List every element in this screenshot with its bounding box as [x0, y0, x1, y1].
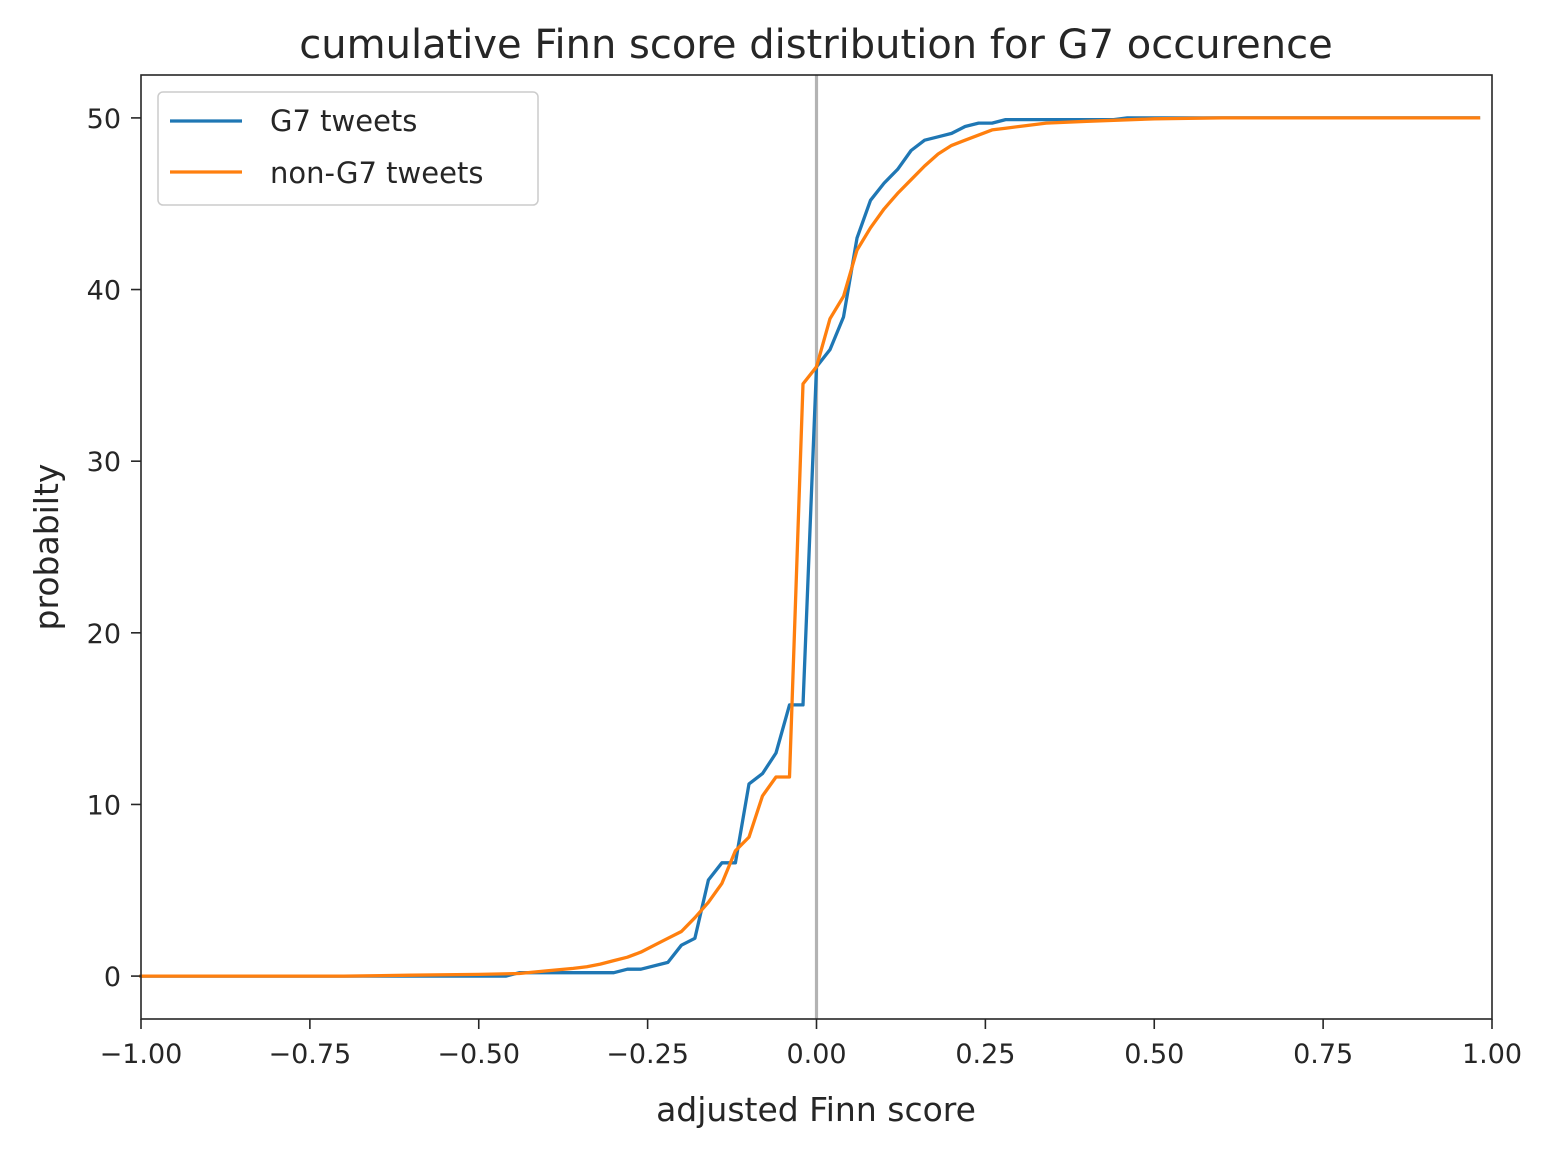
x-tick-label: 1.00 [1462, 1039, 1522, 1070]
legend-label-non-g7: non-G7 tweets [270, 156, 483, 190]
legend: G7 tweets non-G7 tweets [157, 91, 539, 206]
chart-title: cumulative Finn score distribution for G… [299, 22, 1332, 68]
y-axis-label: probabilty [27, 464, 66, 631]
legend-label-g7: G7 tweets [270, 104, 417, 138]
y-tick-label: 0 [104, 962, 121, 993]
legend-box [157, 91, 539, 206]
x-axis: −1.00 −0.75 −0.50 −0.25 0.00 0.25 0.50 0.75 1.00 [100, 1019, 1522, 1070]
y-tick-label: 40 [87, 276, 121, 307]
y-axis: 0 10 20 30 40 50 [87, 104, 141, 993]
x-tick-label: −1.00 [100, 1039, 183, 1070]
x-tick-label: 0.25 [955, 1039, 1015, 1070]
series-line-non-g7-tweets [139, 116, 1481, 978]
x-tick-label: −0.25 [606, 1039, 689, 1070]
series-line-g7-tweets [139, 116, 1481, 978]
y-tick-label: 10 [87, 790, 121, 821]
y-tick-label: 50 [87, 104, 121, 135]
x-tick-label: 0.50 [1124, 1039, 1184, 1070]
y-tick-label: 30 [87, 447, 121, 478]
series-layer [139, 116, 1481, 978]
x-tick-label: 0.75 [1293, 1039, 1353, 1070]
x-axis-label: adjusted Finn score [656, 1090, 976, 1129]
x-tick-label: 0.00 [786, 1039, 846, 1070]
x-tick-label: −0.50 [437, 1039, 520, 1070]
y-tick-label: 20 [87, 619, 121, 650]
x-tick-label: −0.75 [269, 1039, 352, 1070]
